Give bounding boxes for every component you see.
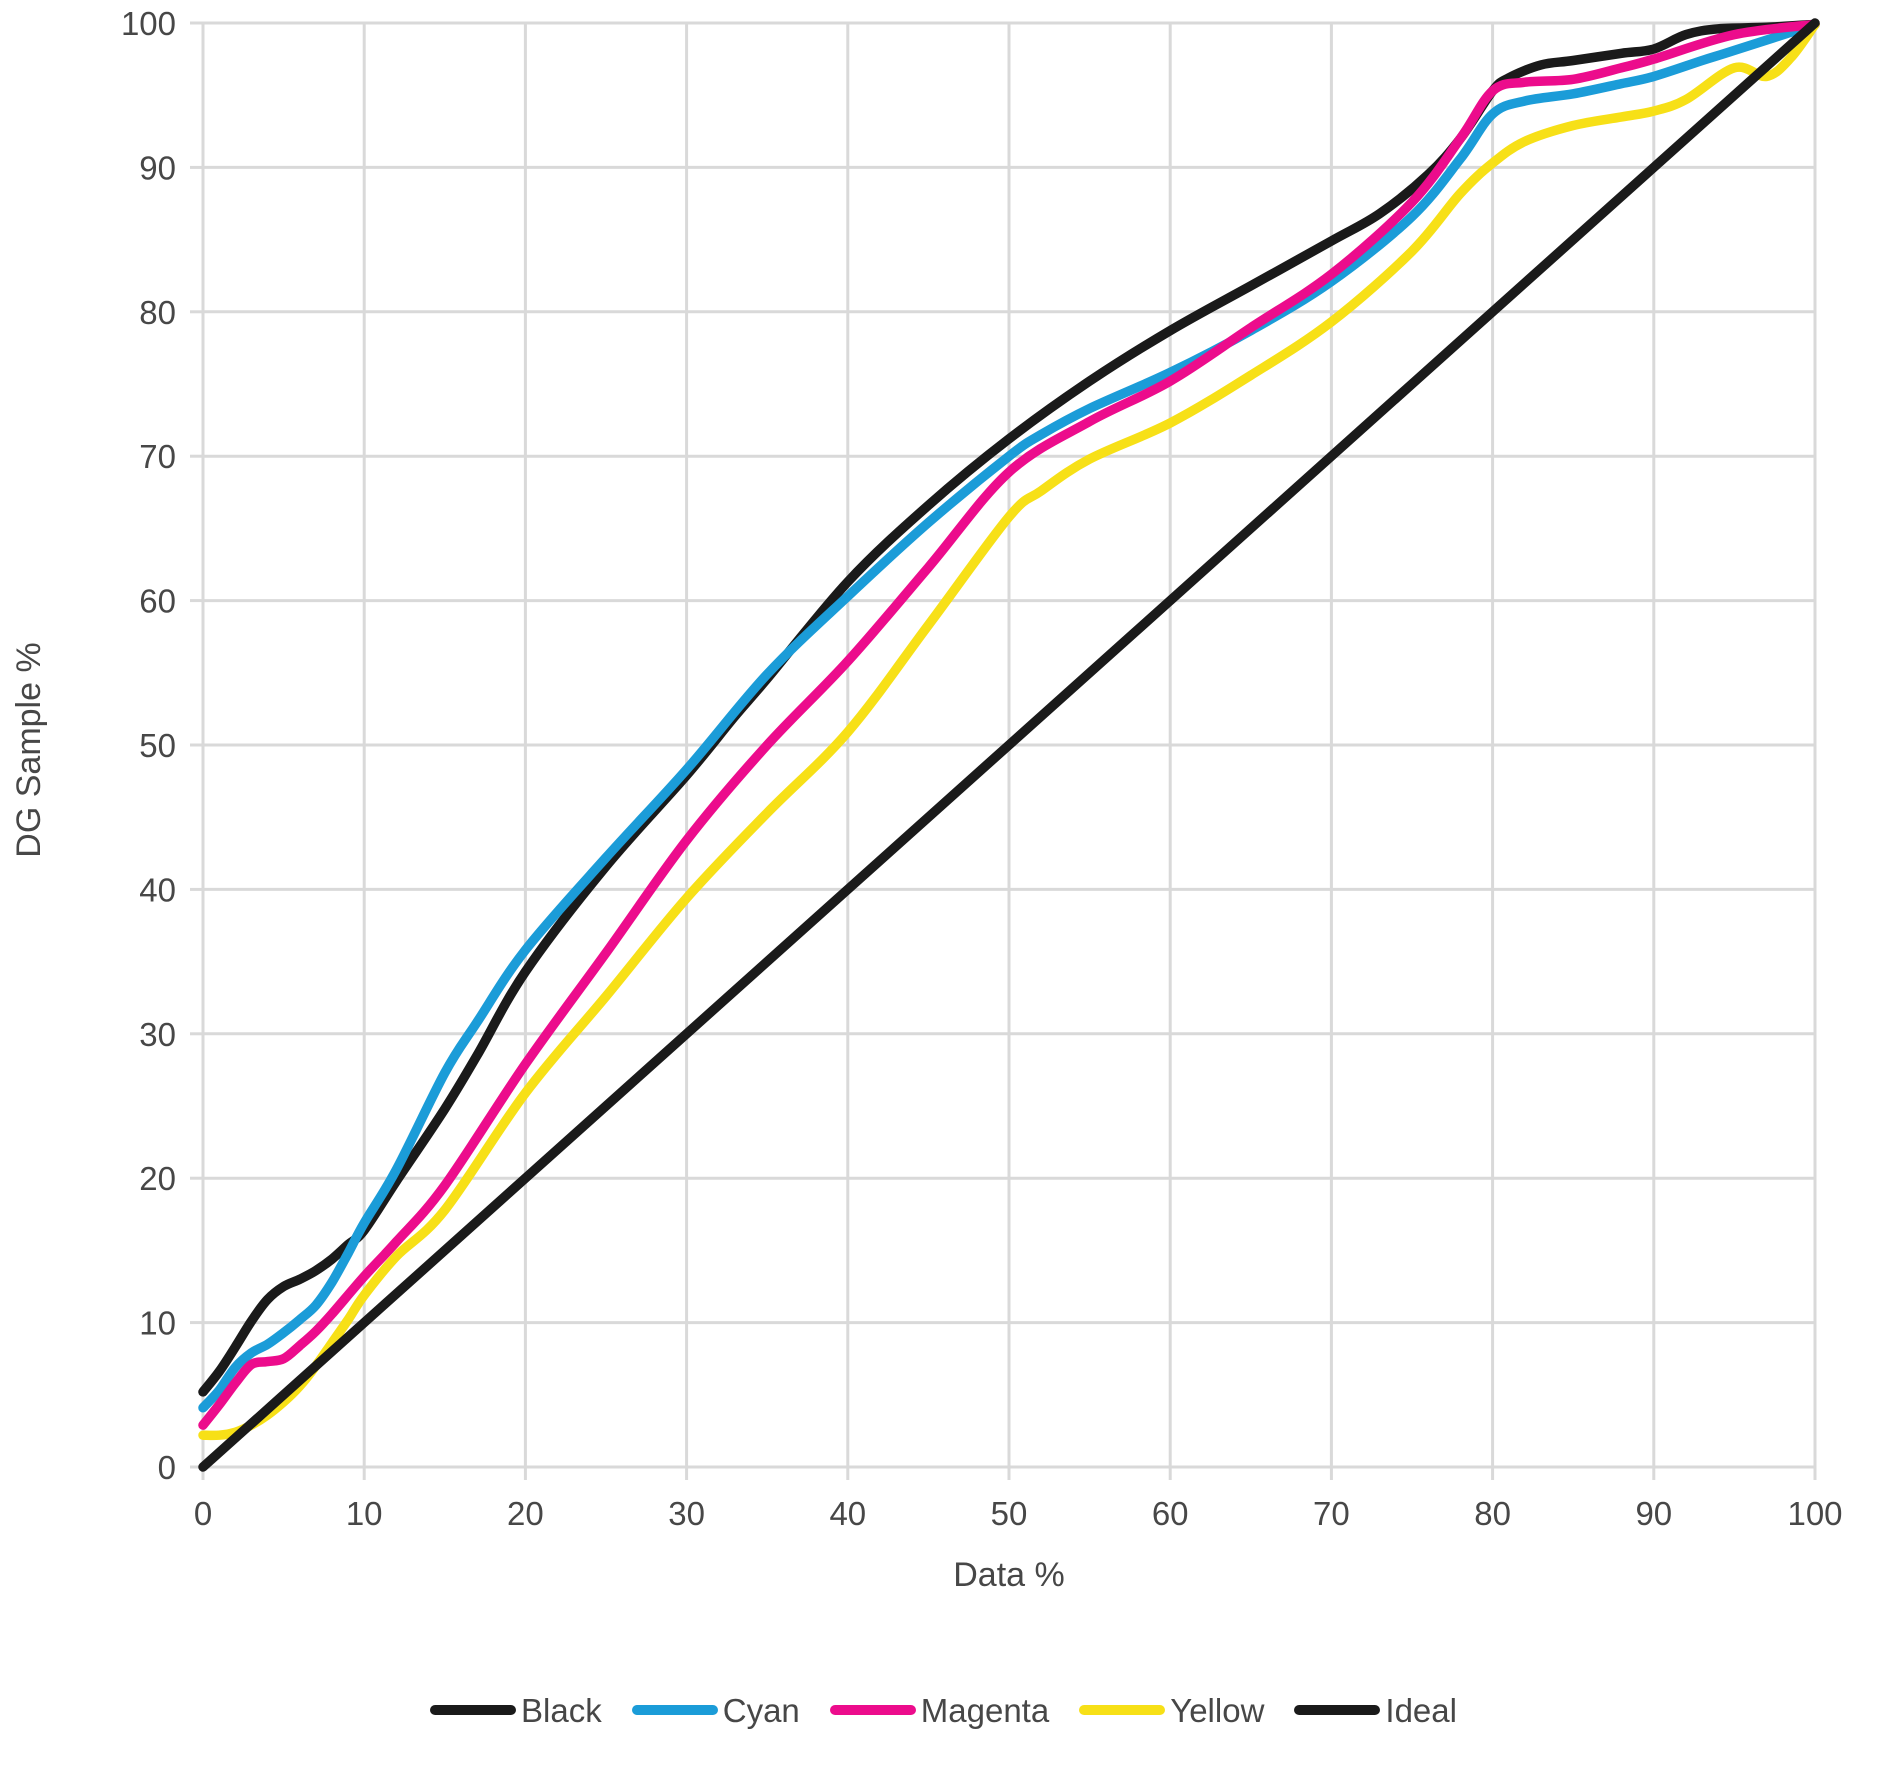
legend-item-ideal: Ideal [1294, 1694, 1457, 1727]
x-tick-label: 80 [1474, 1495, 1511, 1532]
x-tick-label: 100 [1787, 1495, 1842, 1532]
series-line-cyan [198, 19, 1820, 1413]
tick-labels: 0 10 20 30 40 50 60 70 80 90 100 0 10 20 30 40 50 60 70 80 9… [121, 5, 1843, 1532]
legend-label-ideal: Ideal [1385, 1691, 1457, 1729]
legend-label-cyan: Cyan [722, 1691, 800, 1729]
y-tick-label: 60 [139, 583, 176, 620]
y-tick-label: 40 [139, 871, 176, 908]
x-tick-label: 10 [346, 1495, 383, 1532]
y-tick-label: 70 [139, 438, 176, 475]
y-tick-label: 30 [139, 1016, 176, 1053]
legend-swatch-black [430, 1705, 517, 1715]
legend-item-black: Black [430, 1694, 602, 1727]
legend: Black Cyan Magenta Yellow Ideal [0, 1678, 1887, 1742]
x-tick-label: 30 [668, 1495, 705, 1532]
x-tick-label: 70 [1313, 1495, 1350, 1532]
y-axis-title: DG Sample % [10, 642, 48, 858]
x-tick-label: 40 [829, 1495, 866, 1532]
legend-swatch-cyan [631, 1705, 718, 1715]
legend-swatch-magenta [829, 1705, 916, 1715]
series-line-ideal [198, 18, 1820, 1472]
legend-label-yellow: Yellow [1170, 1691, 1265, 1729]
x-tick-label: 0 [194, 1495, 212, 1532]
y-tick-label: 20 [139, 1160, 176, 1197]
legend-item-magenta: Magenta [829, 1691, 1050, 1729]
legend-label-black: Black [521, 1691, 602, 1729]
y-tick-label: 80 [139, 294, 176, 331]
legend-swatch-yellow [1079, 1705, 1166, 1715]
series-curves [198, 18, 1820, 1472]
x-tick-label: 90 [1635, 1495, 1672, 1532]
legend-swatch-ideal [1294, 1705, 1381, 1715]
legend-item-cyan: Cyan [631, 1691, 800, 1729]
gridlines [190, 21, 1817, 1480]
y-tick-label: 10 [139, 1305, 176, 1342]
series-line-magenta [198, 19, 1820, 1430]
y-tick-label: 0 [158, 1449, 176, 1486]
y-tick-label: 100 [121, 5, 176, 42]
y-tick-label: 90 [139, 149, 176, 186]
y-tick-label: 50 [139, 727, 176, 764]
x-axis-title: Data % [953, 1556, 1065, 1594]
legend-label-magenta: Magenta [920, 1691, 1050, 1729]
x-tick-label: 50 [991, 1495, 1028, 1532]
legend-item-yellow: Yellow [1079, 1694, 1264, 1727]
x-tick-label: 20 [507, 1495, 544, 1532]
x-tick-label: 60 [1152, 1495, 1189, 1532]
series-line-black [198, 19, 1820, 1397]
